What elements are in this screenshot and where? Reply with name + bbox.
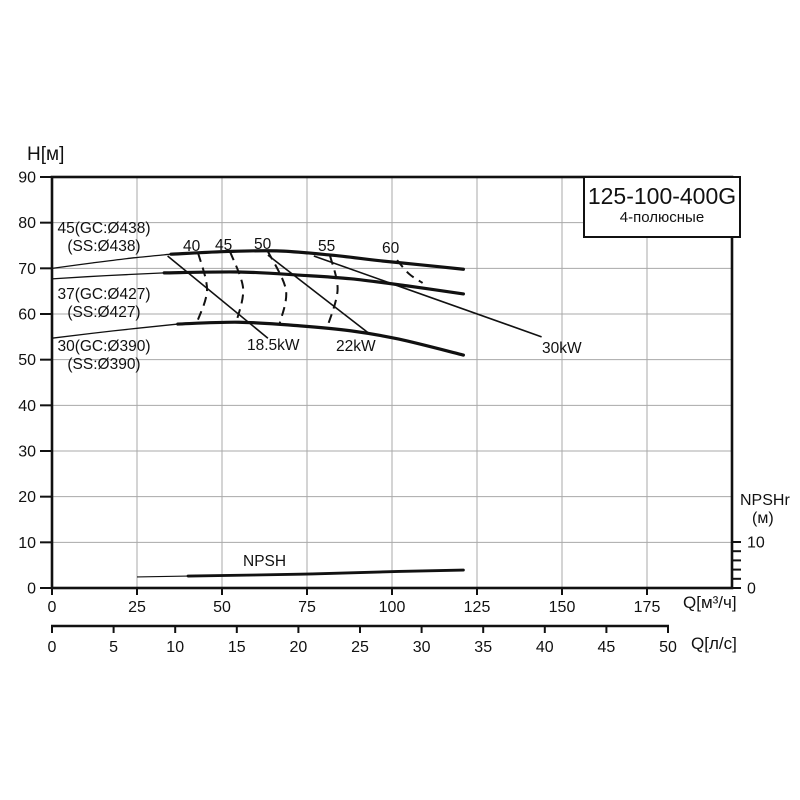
svg-text:30: 30 [413, 639, 431, 656]
svg-text:0: 0 [747, 581, 756, 598]
curve-label-45kw-line2: (SS:Ø438) [67, 238, 141, 255]
curve-label-45kw: 45(GC:Ø438) (SS:Ø438) [56, 220, 152, 256]
svg-text:10: 10 [18, 535, 36, 552]
efficiency-curve-45 [229, 251, 245, 321]
head-curve-1-lowflow [51, 272, 165, 280]
power-line-18.5kW [167, 255, 269, 339]
svg-text:0: 0 [27, 581, 36, 598]
pump-model: 125-100-400G [587, 183, 737, 209]
svg-text:150: 150 [549, 599, 576, 616]
svg-text:125: 125 [464, 599, 491, 616]
efficiency-label-55: 55 [318, 238, 336, 255]
efficiency-label-40: 40 [183, 238, 201, 255]
secondary-x-axis-title: Q[л/с] [691, 634, 737, 653]
y-axis-ticks: 0 10 20 30 40 50 60 70 80 90 [18, 170, 52, 598]
svg-text:20: 20 [290, 639, 308, 656]
svg-text:25: 25 [128, 599, 146, 616]
npshr-axis-title: NPSHr [740, 492, 790, 509]
head-curve-2 [176, 320, 465, 357]
gridlines [52, 177, 732, 588]
power-line-30kW [313, 255, 542, 338]
efficiency-label-45: 45 [215, 237, 233, 254]
head-curve-0-lowflow [51, 253, 172, 269]
pole-count: 4-полюсные [619, 209, 705, 226]
svg-text:5: 5 [109, 639, 118, 656]
svg-text:175: 175 [634, 599, 661, 616]
svg-text:0: 0 [48, 599, 57, 616]
head-curve-0 [169, 249, 465, 271]
power-label-18-5kw: 18.5kW [247, 337, 300, 354]
svg-text:20: 20 [18, 489, 36, 506]
svg-text:75: 75 [298, 599, 316, 616]
svg-text:10: 10 [166, 639, 184, 656]
curve-label-30kw-line1: 30(GC:Ø390) [57, 338, 151, 355]
power-label-22kw: 22kW [336, 338, 376, 355]
secondary-x-axis: 0 5 10 15 20 25 30 35 40 45 50 [48, 624, 677, 656]
svg-text:60: 60 [18, 307, 36, 324]
title-box: 125-100-400G 4-полюсные [583, 176, 741, 238]
npshr-axis-unit: (м) [752, 510, 774, 527]
svg-text:25: 25 [351, 639, 369, 656]
efficiency-label-50: 50 [254, 236, 272, 253]
svg-text:80: 80 [18, 215, 36, 232]
npsh-curve-label: NPSH [243, 553, 287, 570]
svg-text:50: 50 [18, 352, 36, 369]
head-curve-1 [162, 270, 465, 296]
npsh-curve-lowflow [136, 575, 189, 578]
svg-text:50: 50 [659, 639, 677, 656]
curve-label-45kw-line1: 45(GC:Ø438) [57, 220, 151, 237]
power-label-30kw: 30kW [542, 340, 582, 357]
svg-text:35: 35 [474, 639, 492, 656]
curve-label-37kw-line1: 37(GC:Ø427) [57, 286, 151, 303]
svg-text:70: 70 [18, 261, 36, 278]
svg-text:30: 30 [18, 444, 36, 461]
y-axis-title: H[м] [27, 144, 65, 165]
efficiency-curve-40 [196, 253, 209, 323]
svg-text:40: 40 [18, 398, 36, 415]
x-axis-ticks: 0 25 50 75 100 125 150 175 [48, 588, 661, 616]
curve-label-30kw: 30(GC:Ø390) (SS:Ø390) [56, 338, 152, 374]
svg-text:100: 100 [379, 599, 406, 616]
head-curve-2-lowflow [51, 323, 178, 339]
svg-text:15: 15 [228, 639, 246, 656]
svg-text:90: 90 [18, 170, 36, 187]
svg-text:0: 0 [48, 639, 57, 656]
curve-label-30kw-line2: (SS:Ø390) [67, 356, 141, 373]
efficiency-curve-55 [326, 255, 339, 328]
npsh-curve [186, 568, 465, 578]
svg-text:10: 10 [747, 535, 765, 552]
npshr-axis-ticks: 0 10 [732, 535, 765, 598]
svg-text:40: 40 [536, 639, 554, 656]
x-axis-title: Q[м³/ч] [683, 593, 737, 612]
power-line-22kW [267, 254, 371, 335]
curve-label-37kw: 37(GC:Ø427) (SS:Ø427) [56, 286, 152, 322]
efficiency-label-60: 60 [382, 240, 400, 257]
svg-text:50: 50 [213, 599, 231, 616]
curve-label-37kw-line2: (SS:Ø427) [67, 304, 141, 321]
svg-text:45: 45 [598, 639, 616, 656]
